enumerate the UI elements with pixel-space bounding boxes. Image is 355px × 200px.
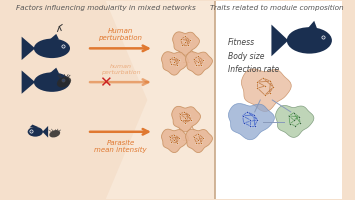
Polygon shape bbox=[50, 68, 59, 73]
Polygon shape bbox=[228, 104, 274, 140]
Polygon shape bbox=[29, 125, 39, 127]
Ellipse shape bbox=[49, 130, 60, 137]
Ellipse shape bbox=[28, 127, 43, 137]
Polygon shape bbox=[162, 129, 189, 153]
Polygon shape bbox=[42, 126, 48, 138]
Text: Factors influencing modularity in mixed networks: Factors influencing modularity in mixed … bbox=[16, 5, 196, 11]
Polygon shape bbox=[50, 34, 59, 39]
Polygon shape bbox=[215, 1, 342, 199]
Polygon shape bbox=[308, 21, 317, 28]
Polygon shape bbox=[22, 70, 35, 94]
Polygon shape bbox=[22, 37, 35, 60]
Polygon shape bbox=[186, 129, 212, 153]
Polygon shape bbox=[173, 32, 200, 55]
Ellipse shape bbox=[34, 39, 70, 58]
Ellipse shape bbox=[34, 72, 70, 92]
Polygon shape bbox=[162, 52, 189, 75]
Text: Fitness
Body size
Infection rate: Fitness Body size Infection rate bbox=[228, 38, 279, 74]
Text: human
perturbation: human perturbation bbox=[101, 64, 140, 75]
Text: ✕: ✕ bbox=[99, 75, 112, 90]
Polygon shape bbox=[241, 69, 291, 111]
Ellipse shape bbox=[57, 77, 71, 88]
Ellipse shape bbox=[287, 27, 332, 54]
Text: Human
perturbation: Human perturbation bbox=[98, 28, 142, 41]
Polygon shape bbox=[275, 105, 314, 137]
Text: Parasite
mean intensity: Parasite mean intensity bbox=[94, 140, 147, 153]
Polygon shape bbox=[272, 25, 288, 56]
Text: Traits related to module composition: Traits related to module composition bbox=[210, 5, 344, 11]
FancyBboxPatch shape bbox=[13, 1, 342, 199]
Polygon shape bbox=[186, 52, 212, 75]
Polygon shape bbox=[172, 106, 201, 132]
Polygon shape bbox=[106, 1, 215, 199]
